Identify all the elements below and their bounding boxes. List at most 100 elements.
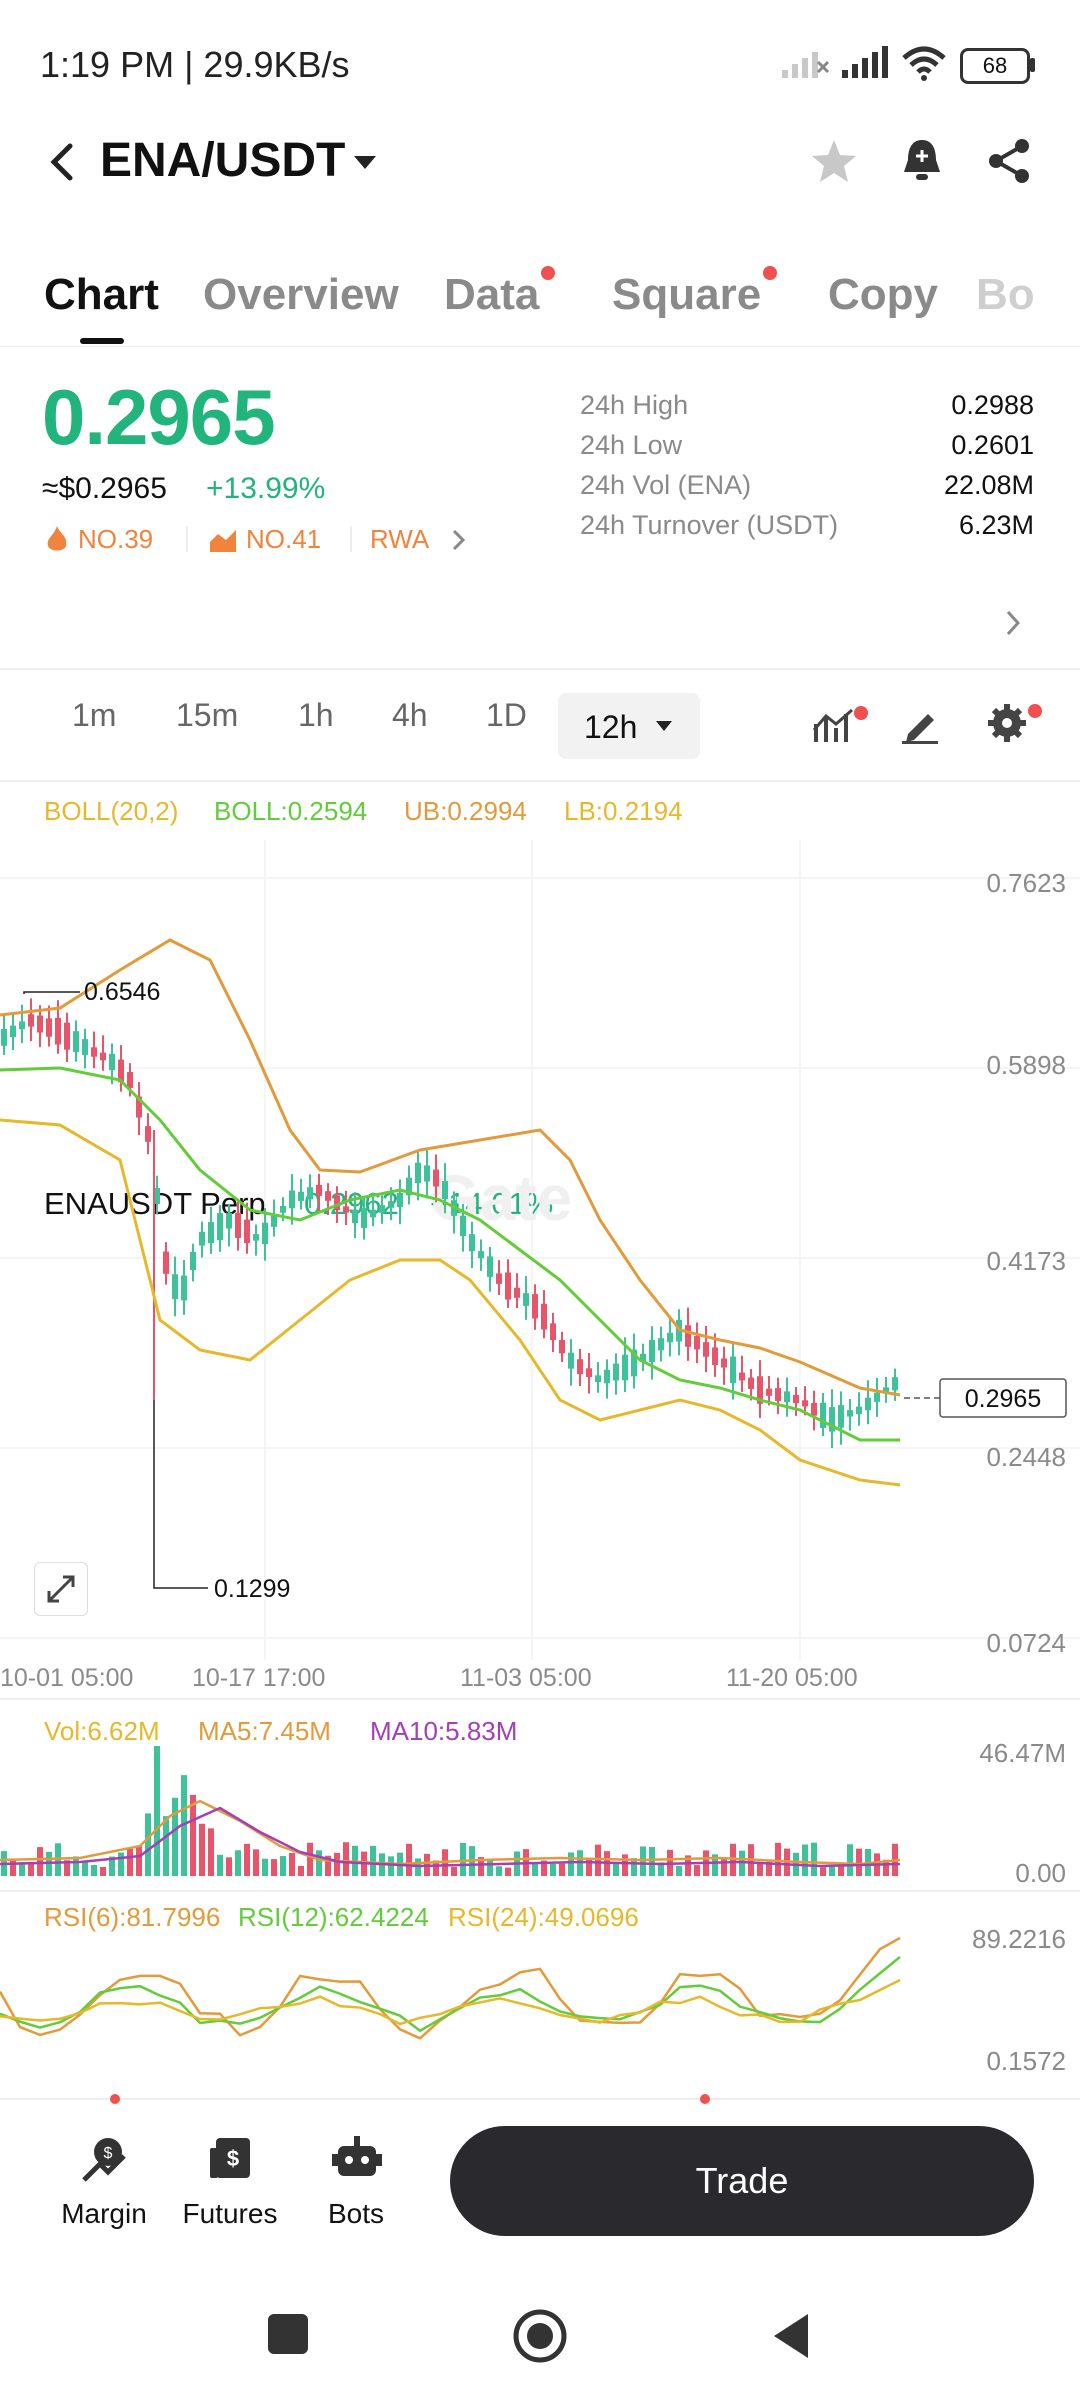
signal-off-icon <box>782 52 830 78</box>
active-tab-indicator <box>80 338 124 344</box>
draw-pen-icon[interactable] <box>900 704 940 744</box>
section-divider <box>0 668 1080 670</box>
trend-chart-icon <box>210 530 236 552</box>
timeframe-1d[interactable]: 1D <box>486 697 527 733</box>
futures-label: Futures <box>182 2198 278 2229</box>
recent-apps-icon[interactable] <box>268 2314 308 2354</box>
svg-text:$: $ <box>104 2145 113 2162</box>
low-marker-line <box>153 1400 208 1589</box>
vol-ma10-label: MA10:5.83M <box>370 1716 518 1746</box>
tab-chart[interactable]: Chart <box>44 270 159 319</box>
timeframe-12h-label: 12h <box>584 709 638 745</box>
low-marker-label: 0.1299 <box>214 1575 290 1603</box>
back-nav-icon[interactable] <box>768 2308 816 2364</box>
tab-data[interactable]: Data <box>444 266 556 320</box>
stat-value: 22.08M <box>943 470 1034 500</box>
rsi24-line <box>0 1978 901 2026</box>
perp-row[interactable]: ENAUSDT Perp 0.2962 +14.01% <box>0 580 1080 1221</box>
rsi-axis-min: 0.1572 <box>986 2046 1066 2076</box>
timeframe-12h[interactable]: 12h <box>558 693 700 759</box>
status-bar: 1:19 PM | 29.9KB/s 68 <box>0 0 1080 130</box>
timeframe-1m[interactable]: 1m <box>72 697 117 733</box>
stat-label: 24h Vol (ENA) <box>580 470 752 500</box>
tab-copy[interactable]: Copy <box>828 270 938 319</box>
vol-axis-min: 0.00 <box>1015 1858 1066 1888</box>
timeframe-15m[interactable]: 15m <box>176 697 239 733</box>
expand-icon <box>47 1575 75 1603</box>
fire-icon <box>47 526 67 551</box>
trade-button[interactable]: Trade <box>450 2126 1034 2236</box>
margin-button[interactable]: $ Margin <box>44 2134 164 2244</box>
home-icon[interactable] <box>512 2308 568 2364</box>
futures-icon: $ <box>210 2138 250 2178</box>
rsi12-line <box>0 1955 901 2033</box>
timeframe-1h[interactable]: 1h <box>298 697 334 733</box>
bots-button[interactable]: Bots <box>296 2134 416 2244</box>
pair-title[interactable]: ENA/USDT <box>100 134 346 187</box>
bots-icon <box>332 2136 382 2176</box>
boll-ub-label: UB:0.2994 <box>404 796 527 826</box>
section-divider <box>0 2098 1080 2100</box>
vol-ma10-line <box>0 1806 901 1868</box>
star-icon[interactable] <box>808 136 860 188</box>
stat-label: 24h Low <box>580 430 683 460</box>
current-price-value: 0.2965 <box>965 1385 1041 1413</box>
boll-upper-band <box>0 938 901 1397</box>
y-tick: 0.5898 <box>986 1050 1066 1080</box>
alert-bell-icon[interactable] <box>898 134 946 186</box>
section-divider <box>0 1698 1080 1700</box>
timeframe-4h[interactable]: 4h <box>392 697 428 733</box>
settings-gear-icon[interactable] <box>986 702 1028 744</box>
rsi-chart <box>0 1936 901 2040</box>
stat-value: 0.2601 <box>951 430 1034 460</box>
event-dot <box>110 2094 120 2104</box>
battery-tip <box>1030 58 1035 72</box>
share-icon[interactable] <box>986 136 1034 186</box>
tab-bar: Chart Overview Data Square Copy Bo <box>0 250 1080 347</box>
boll-lb-label: LB:0.2194 <box>564 796 683 826</box>
rsi12-label: RSI(12):62.4224 <box>238 1902 429 1932</box>
rsi-axis-max: 89.2216 <box>972 1924 1066 1954</box>
notification-dot <box>1028 704 1042 718</box>
tab-square[interactable]: Square <box>612 266 778 320</box>
high-marker-line <box>23 991 80 994</box>
rank-hot[interactable]: NO.39 <box>78 524 154 554</box>
volume-chart <box>0 1746 901 1876</box>
chevron-right-icon <box>1006 610 1021 636</box>
status-time: 1:19 PM | 29.9KB/s <box>40 44 350 85</box>
rsi6-line <box>0 1936 901 2040</box>
y-tick: 0.2448 <box>986 1442 1066 1472</box>
margin-icon: $ <box>82 2138 126 2182</box>
fullscreen-button[interactable] <box>34 1562 88 1616</box>
margin-label: Margin <box>61 2198 147 2229</box>
event-dot <box>700 2094 710 2104</box>
divider <box>350 526 352 552</box>
boll-lower-band <box>0 1118 901 1487</box>
notification-dot <box>763 266 778 280</box>
section-divider <box>0 780 1080 782</box>
vol-label: Vol:6.62M <box>44 1716 160 1746</box>
y-tick: 0.0724 <box>986 1628 1066 1658</box>
vol-ma5-line <box>0 1799 901 1866</box>
price-change: +13.99% <box>206 472 326 505</box>
y-tick: 0.7623 <box>986 868 1066 898</box>
back-icon[interactable] <box>44 140 80 184</box>
tab-bots[interactable]: Bo <box>976 270 1035 319</box>
candlestick-chart[interactable]: Gate 0.6546 0.1299 0.2965 <box>0 840 1080 1660</box>
battery-level: 68 <box>982 53 1008 78</box>
indicator-icon[interactable] <box>812 704 854 746</box>
futures-button[interactable]: $ Futures <box>170 2134 290 2244</box>
chevron-right-icon[interactable] <box>450 528 468 552</box>
y-tick: 0.4173 <box>986 1246 1066 1276</box>
watermark: Gate <box>430 1162 572 1234</box>
rank-gainers[interactable]: NO.41 <box>246 524 322 554</box>
tab-overview[interactable]: Overview <box>203 270 399 319</box>
bots-label: Bots <box>327 2198 385 2229</box>
notification-dot <box>541 266 556 280</box>
tag-rwa[interactable]: RWA <box>370 524 430 554</box>
caret-down-icon[interactable] <box>352 152 378 172</box>
x-tick: 10-17 17:00 <box>192 1664 326 1692</box>
stat-value: 0.2988 <box>951 390 1034 420</box>
caret-down-icon <box>656 721 672 731</box>
section-divider <box>0 1890 1080 1892</box>
